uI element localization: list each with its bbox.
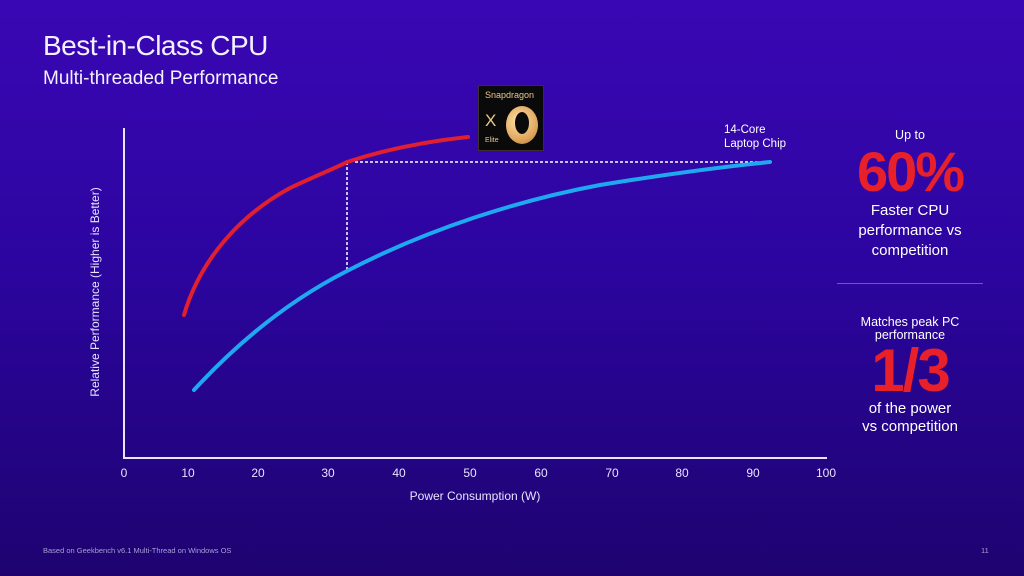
x-axis-title: Power Consumption (W) xyxy=(410,489,541,503)
callout-line: performance vs xyxy=(858,222,962,239)
snapdragon-x-elite-badge: Snapdragon X Elite xyxy=(478,85,544,151)
x-tick: 10 xyxy=(181,466,195,480)
chip-tier: Elite xyxy=(485,137,499,144)
x-tick: 20 xyxy=(251,466,265,480)
callout-line: of the power xyxy=(868,400,952,417)
slide-subtitle: Multi-threaded Performance xyxy=(43,68,279,89)
callout-line: Faster CPU xyxy=(870,202,950,219)
snapdragon-series-line xyxy=(182,135,470,317)
callout-value: 1/3 xyxy=(871,337,950,404)
x-tick: 70 xyxy=(605,466,619,480)
callout-line: vs competition xyxy=(862,418,958,435)
x-tick: 30 xyxy=(321,466,335,480)
callout-divider xyxy=(837,283,983,284)
callout-power-efficiency: Matches peak PC performance 1/3 of the p… xyxy=(835,316,985,436)
x-tick: 50 xyxy=(463,466,477,480)
competitor-series-label: 14-Core Laptop Chip xyxy=(724,124,786,150)
callout-pre: Up to xyxy=(895,128,925,142)
chip-model: X xyxy=(485,111,497,130)
chip-brand: Snapdragon xyxy=(485,90,535,100)
callout-value: 60% xyxy=(856,140,965,203)
footnote: Based on Geekbench v6.1 Multi-Thread on … xyxy=(43,546,232,555)
snapdragon-logo-icon-cutout xyxy=(515,112,529,134)
x-tick: 80 xyxy=(675,466,689,480)
x-tick: 60 xyxy=(534,466,548,480)
competitor-series-line xyxy=(192,160,772,392)
slide-title: Best-in-Class CPU xyxy=(43,30,268,61)
x-tick: 100 xyxy=(816,466,836,480)
x-tick-labels: 0 10 20 30 40 50 60 70 80 90 100 xyxy=(121,466,837,480)
callout-line: competition xyxy=(871,242,949,259)
x-tick: 90 xyxy=(746,466,760,480)
callout-faster-cpu: Up to 60% Faster CPU performance vs comp… xyxy=(835,128,985,260)
x-tick: 40 xyxy=(392,466,406,480)
callout-pre: Matches peak PC xyxy=(860,315,960,329)
callout-pre: performance xyxy=(874,328,946,342)
x-tick: 0 xyxy=(121,466,128,480)
y-axis-title: Relative Performance (Higher is Better) xyxy=(88,187,102,396)
page-number: 11 xyxy=(981,546,989,555)
